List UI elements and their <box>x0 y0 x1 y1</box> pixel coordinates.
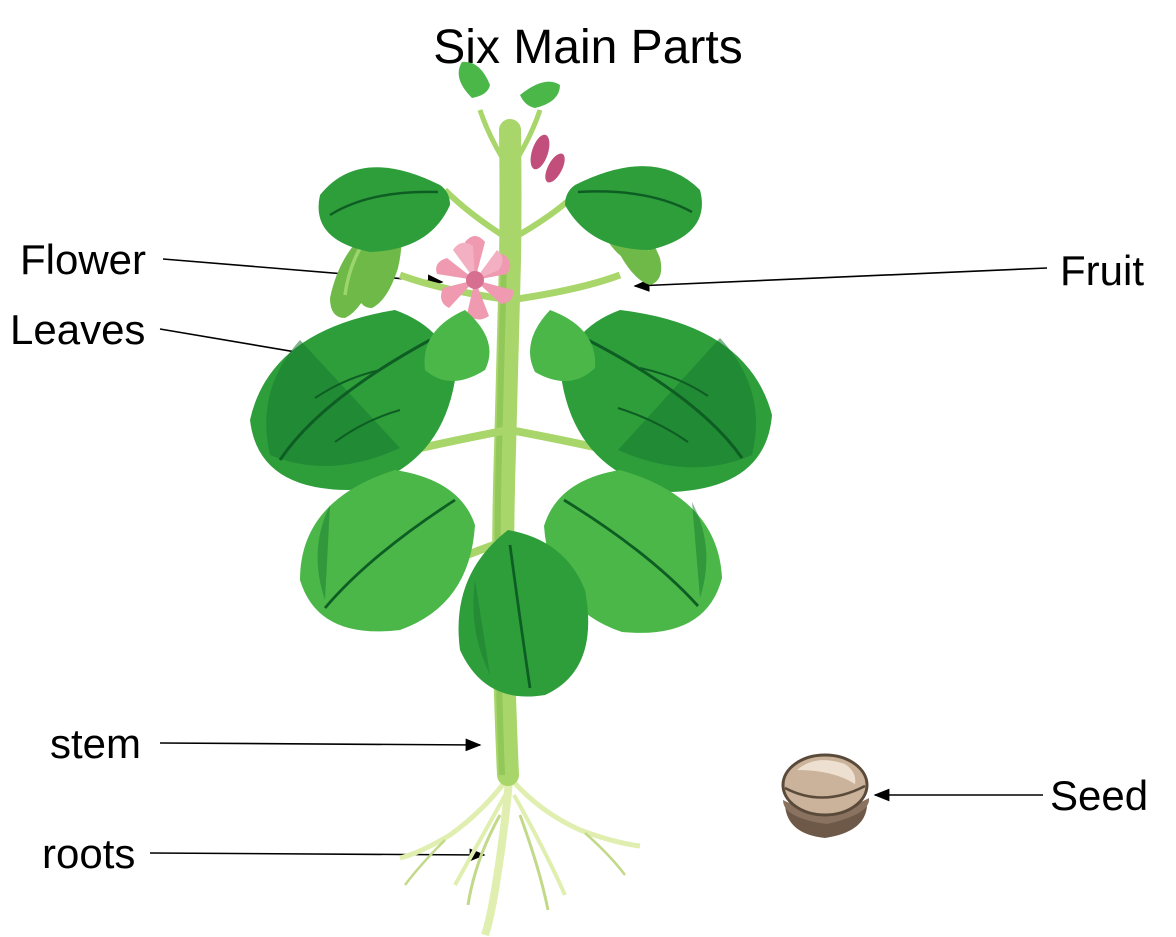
seed-icon <box>783 755 869 838</box>
roots-icon <box>400 770 640 935</box>
plant-diagram-svg <box>0 0 1176 937</box>
